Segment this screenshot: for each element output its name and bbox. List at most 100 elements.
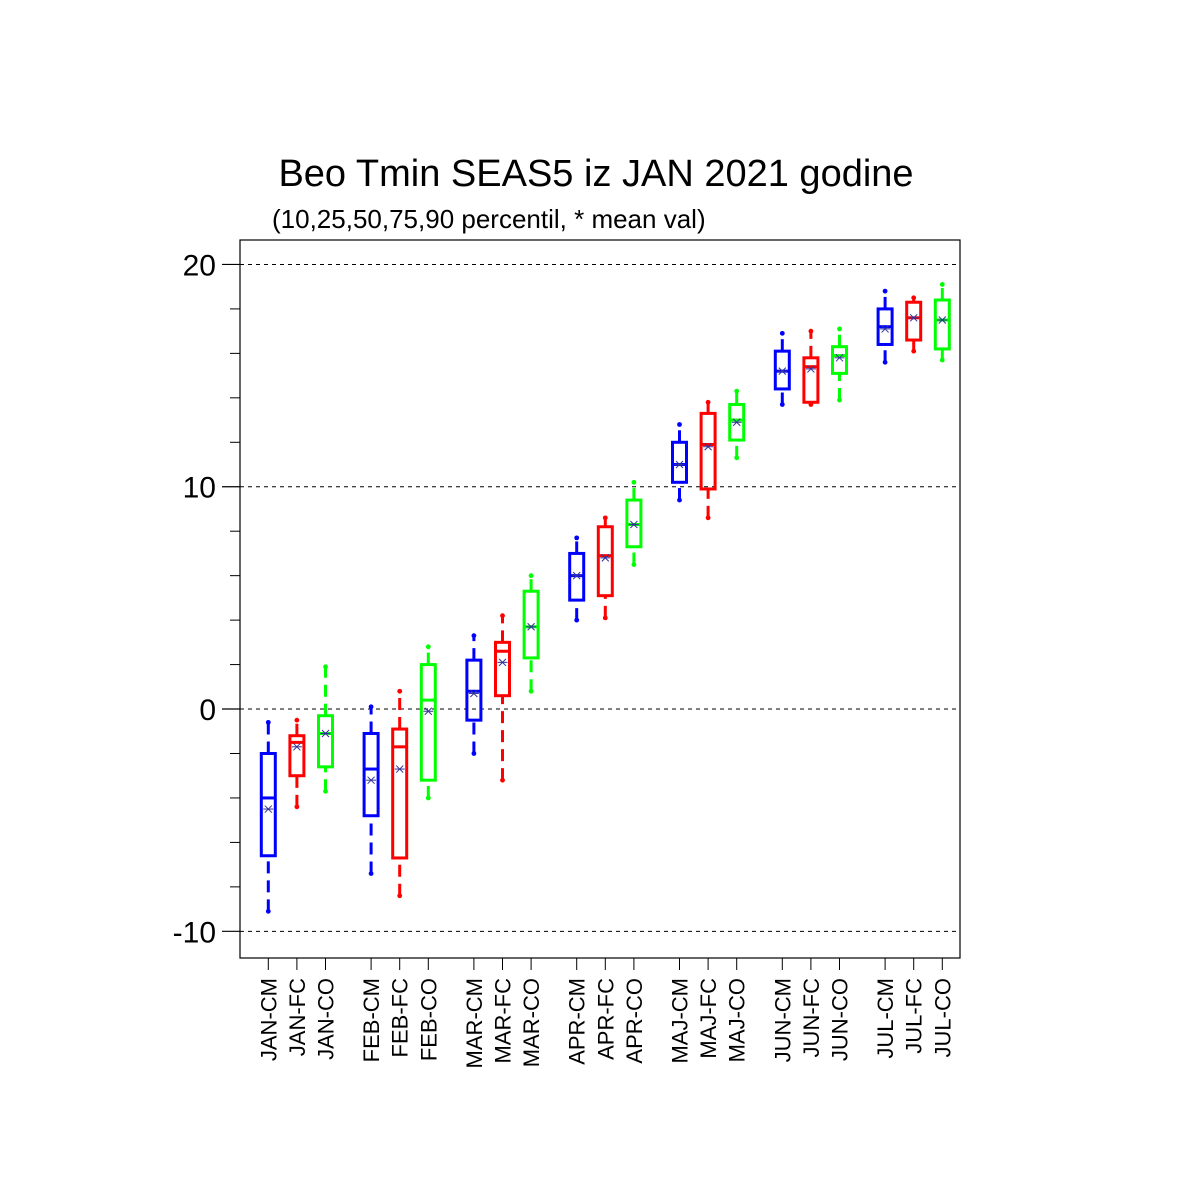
iqr-box — [522, 589, 540, 660]
p10-marker — [734, 455, 740, 461]
mean-marker-d2 — [424, 707, 433, 716]
x-tick-label: JUN-FC — [799, 978, 824, 1058]
x-tick-label: JUN-CM — [770, 978, 795, 1062]
x-tick-label: APR-CM — [565, 978, 590, 1065]
y-tick-label: -10 — [173, 916, 216, 949]
box-mar-cm — [465, 633, 483, 756]
mean-marker-d2 — [527, 622, 535, 631]
iqr-box — [802, 356, 820, 404]
plot-frame — [239, 239, 961, 959]
box-jun-fc — [802, 328, 820, 407]
p10-marker — [779, 402, 785, 407]
x-tick-label: JUN-CO — [828, 978, 853, 1061]
mean-marker-d2 — [293, 742, 301, 751]
iqr-box — [391, 727, 409, 860]
mean-marker-d2 — [395, 765, 404, 773]
p90-marker — [323, 664, 328, 670]
p90-marker — [368, 704, 374, 710]
box-jan-co — [317, 664, 334, 794]
p10-marker — [294, 804, 300, 810]
mean-marker-d2 — [675, 460, 684, 469]
p90-marker — [500, 613, 505, 619]
p10-marker — [368, 871, 374, 876]
x-tick-label: MAR-CM — [462, 978, 487, 1068]
iqr-box — [728, 402, 746, 442]
iqr-box — [671, 440, 688, 484]
x-tick-label: JUL-CM — [873, 978, 898, 1059]
y-tick-label: 0 — [199, 694, 216, 727]
box-jan-cm — [259, 719, 277, 914]
p90-marker — [911, 295, 917, 301]
p10-marker — [705, 515, 711, 521]
iqr-box — [259, 751, 277, 858]
mean-marker-d2 — [470, 689, 478, 698]
p10-marker — [265, 908, 271, 914]
box-jul-fc — [905, 295, 923, 354]
p10-marker — [882, 359, 888, 365]
x-tick-label: MAR-CO — [519, 978, 544, 1067]
x-tick-labels: JAN-CM JAN-FC JAN-CO FEB-CM FEB-FC FEB-CO MAR-… — [256, 978, 955, 1069]
grid-lines — [240, 263, 960, 932]
x-tick-label: MAR-FC — [491, 978, 516, 1064]
mean-marker-d2 — [807, 365, 815, 373]
p10-marker — [500, 777, 505, 783]
p10-marker — [631, 562, 637, 567]
p10-marker — [602, 615, 608, 621]
mean-marker-d2 — [264, 805, 273, 813]
p90-marker — [425, 644, 431, 650]
iqr-box — [596, 525, 614, 598]
p90-marker — [808, 328, 814, 334]
iqr-box — [905, 300, 923, 342]
x-tick-label: MAJ-CO — [725, 978, 750, 1062]
p90-marker — [882, 288, 888, 294]
p10-marker — [911, 348, 917, 354]
mean-marker-d2 — [909, 313, 918, 322]
p10-marker — [397, 893, 403, 899]
box-mar-fc — [494, 613, 511, 783]
iqr-box — [831, 345, 848, 375]
chart-title: Beo Tmin SEAS5 iz JAN 2021 godine — [278, 153, 913, 195]
box-jan-fc — [288, 717, 306, 810]
box-feb-fc — [391, 688, 409, 899]
p10-marker — [471, 751, 477, 756]
p10-marker — [425, 795, 431, 801]
p90-marker — [631, 479, 637, 485]
mean-marker-d2 — [835, 353, 844, 362]
x-tick-label: FEB-FC — [388, 978, 413, 1058]
chart-subtitle: (10,25,50,75,90 percentil, * mean val) — [272, 204, 706, 234]
p90-marker — [471, 633, 477, 639]
x-tick-label: FEB-CM — [359, 978, 384, 1062]
p90-marker — [574, 535, 580, 541]
iqr-box — [317, 714, 334, 769]
box-maj-cm — [671, 422, 688, 503]
p10-marker — [837, 397, 842, 403]
p10-marker — [677, 497, 682, 503]
mean-marker-d2 — [601, 554, 610, 562]
box-maj-co — [728, 388, 746, 461]
iqr-box — [494, 640, 511, 698]
box-jul-co — [933, 282, 951, 363]
p10-marker — [574, 617, 580, 623]
p10-marker — [323, 788, 328, 794]
p90-marker — [677, 422, 682, 427]
p10-marker — [939, 357, 945, 363]
box-maj-fc — [699, 399, 717, 521]
iqr-box — [933, 298, 951, 351]
p90-marker — [397, 688, 403, 694]
mean-marker-d2 — [367, 776, 375, 785]
box-jul-cm — [876, 288, 894, 365]
mean-marker-d2 — [881, 325, 889, 333]
mean-marker-d2 — [321, 729, 330, 738]
p90-marker — [265, 719, 271, 725]
p10-marker — [528, 688, 534, 694]
mean-marker-d2 — [732, 418, 741, 427]
mean-marker-d2 — [938, 316, 947, 324]
box-jun-cm — [773, 330, 791, 407]
iqr-box — [362, 731, 380, 818]
x-tick-label: JAN-CM — [256, 978, 281, 1061]
iqr-box — [419, 663, 437, 782]
x-tick-label: MAJ-CM — [668, 978, 693, 1064]
x-tick-label: JAN-FC — [285, 978, 310, 1056]
p90-marker — [528, 573, 534, 579]
